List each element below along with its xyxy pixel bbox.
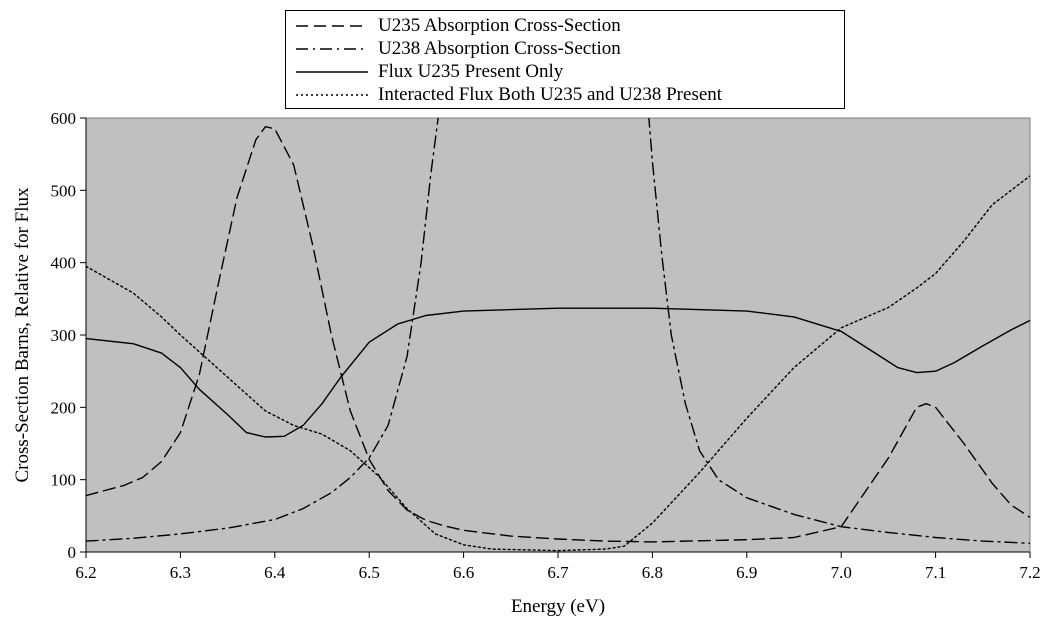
y-tick-label: 600 xyxy=(51,109,77,128)
legend-swatch-dotted xyxy=(296,94,368,96)
legend-label: U235 Absorption Cross-Section xyxy=(378,15,621,36)
legend-item-interacted-flux: Interacted Flux Both U235 and U238 Prese… xyxy=(292,84,722,106)
x-tick-label: 6.7 xyxy=(547,563,569,582)
legend-swatch-dashdot xyxy=(296,48,368,50)
series-line-1 xyxy=(86,118,1030,544)
x-tick-label: 7.0 xyxy=(831,563,852,582)
y-axis-label: Cross-Section Barns, Relative for Flux xyxy=(12,187,33,482)
x-tick-label: 7.2 xyxy=(1019,563,1040,582)
legend-item-flux: Flux U235 Present Only xyxy=(292,61,563,83)
x-tick-label: 6.5 xyxy=(359,563,380,582)
y-tick-label: 500 xyxy=(51,181,77,200)
plot-area xyxy=(85,117,1031,553)
x-tick-label: 6.4 xyxy=(264,563,286,582)
legend-swatch-solid xyxy=(296,71,368,73)
x-tick-label: 6.9 xyxy=(736,563,757,582)
y-tick-label: 100 xyxy=(51,471,77,490)
x-tick-label: 7.1 xyxy=(925,563,946,582)
y-tick-label: 200 xyxy=(51,398,77,417)
legend-label: Flux U235 Present Only xyxy=(378,61,564,82)
series-line-2 xyxy=(86,307,1030,438)
legend-item-u235: U235 Absorption Cross-Section xyxy=(292,15,621,37)
x-tick-label: 6.3 xyxy=(170,563,191,582)
axes-layer: 6.2 6.3 6.4 6.5 6.6 6.7 6.8 6.9 7.0 7.1 7.2 0 100 200… xyxy=(51,109,1041,582)
y-tick-label: 400 xyxy=(51,254,77,273)
legend-swatch-dashed xyxy=(296,25,368,27)
series-line-0 xyxy=(86,126,1030,543)
legend: U235 Absorption Cross-Section U238 Absor… xyxy=(285,10,845,109)
x-tick-label: 6.8 xyxy=(642,563,663,582)
legend-item-u238: U238 Absorption Cross-Section xyxy=(292,38,621,60)
y-tick-label: 300 xyxy=(51,326,77,345)
series-layer xyxy=(86,118,1030,552)
legend-label: U238 Absorption Cross-Section xyxy=(378,38,621,59)
x-tick-label: 6.6 xyxy=(453,563,474,582)
y-tick-label: 0 xyxy=(68,543,77,562)
x-tick-label: 6.2 xyxy=(75,563,96,582)
legend-label: Interacted Flux Both U235 and U238 Prese… xyxy=(378,84,723,105)
series-line-3 xyxy=(86,175,1030,552)
x-axis-label: Energy (eV) xyxy=(511,596,605,617)
